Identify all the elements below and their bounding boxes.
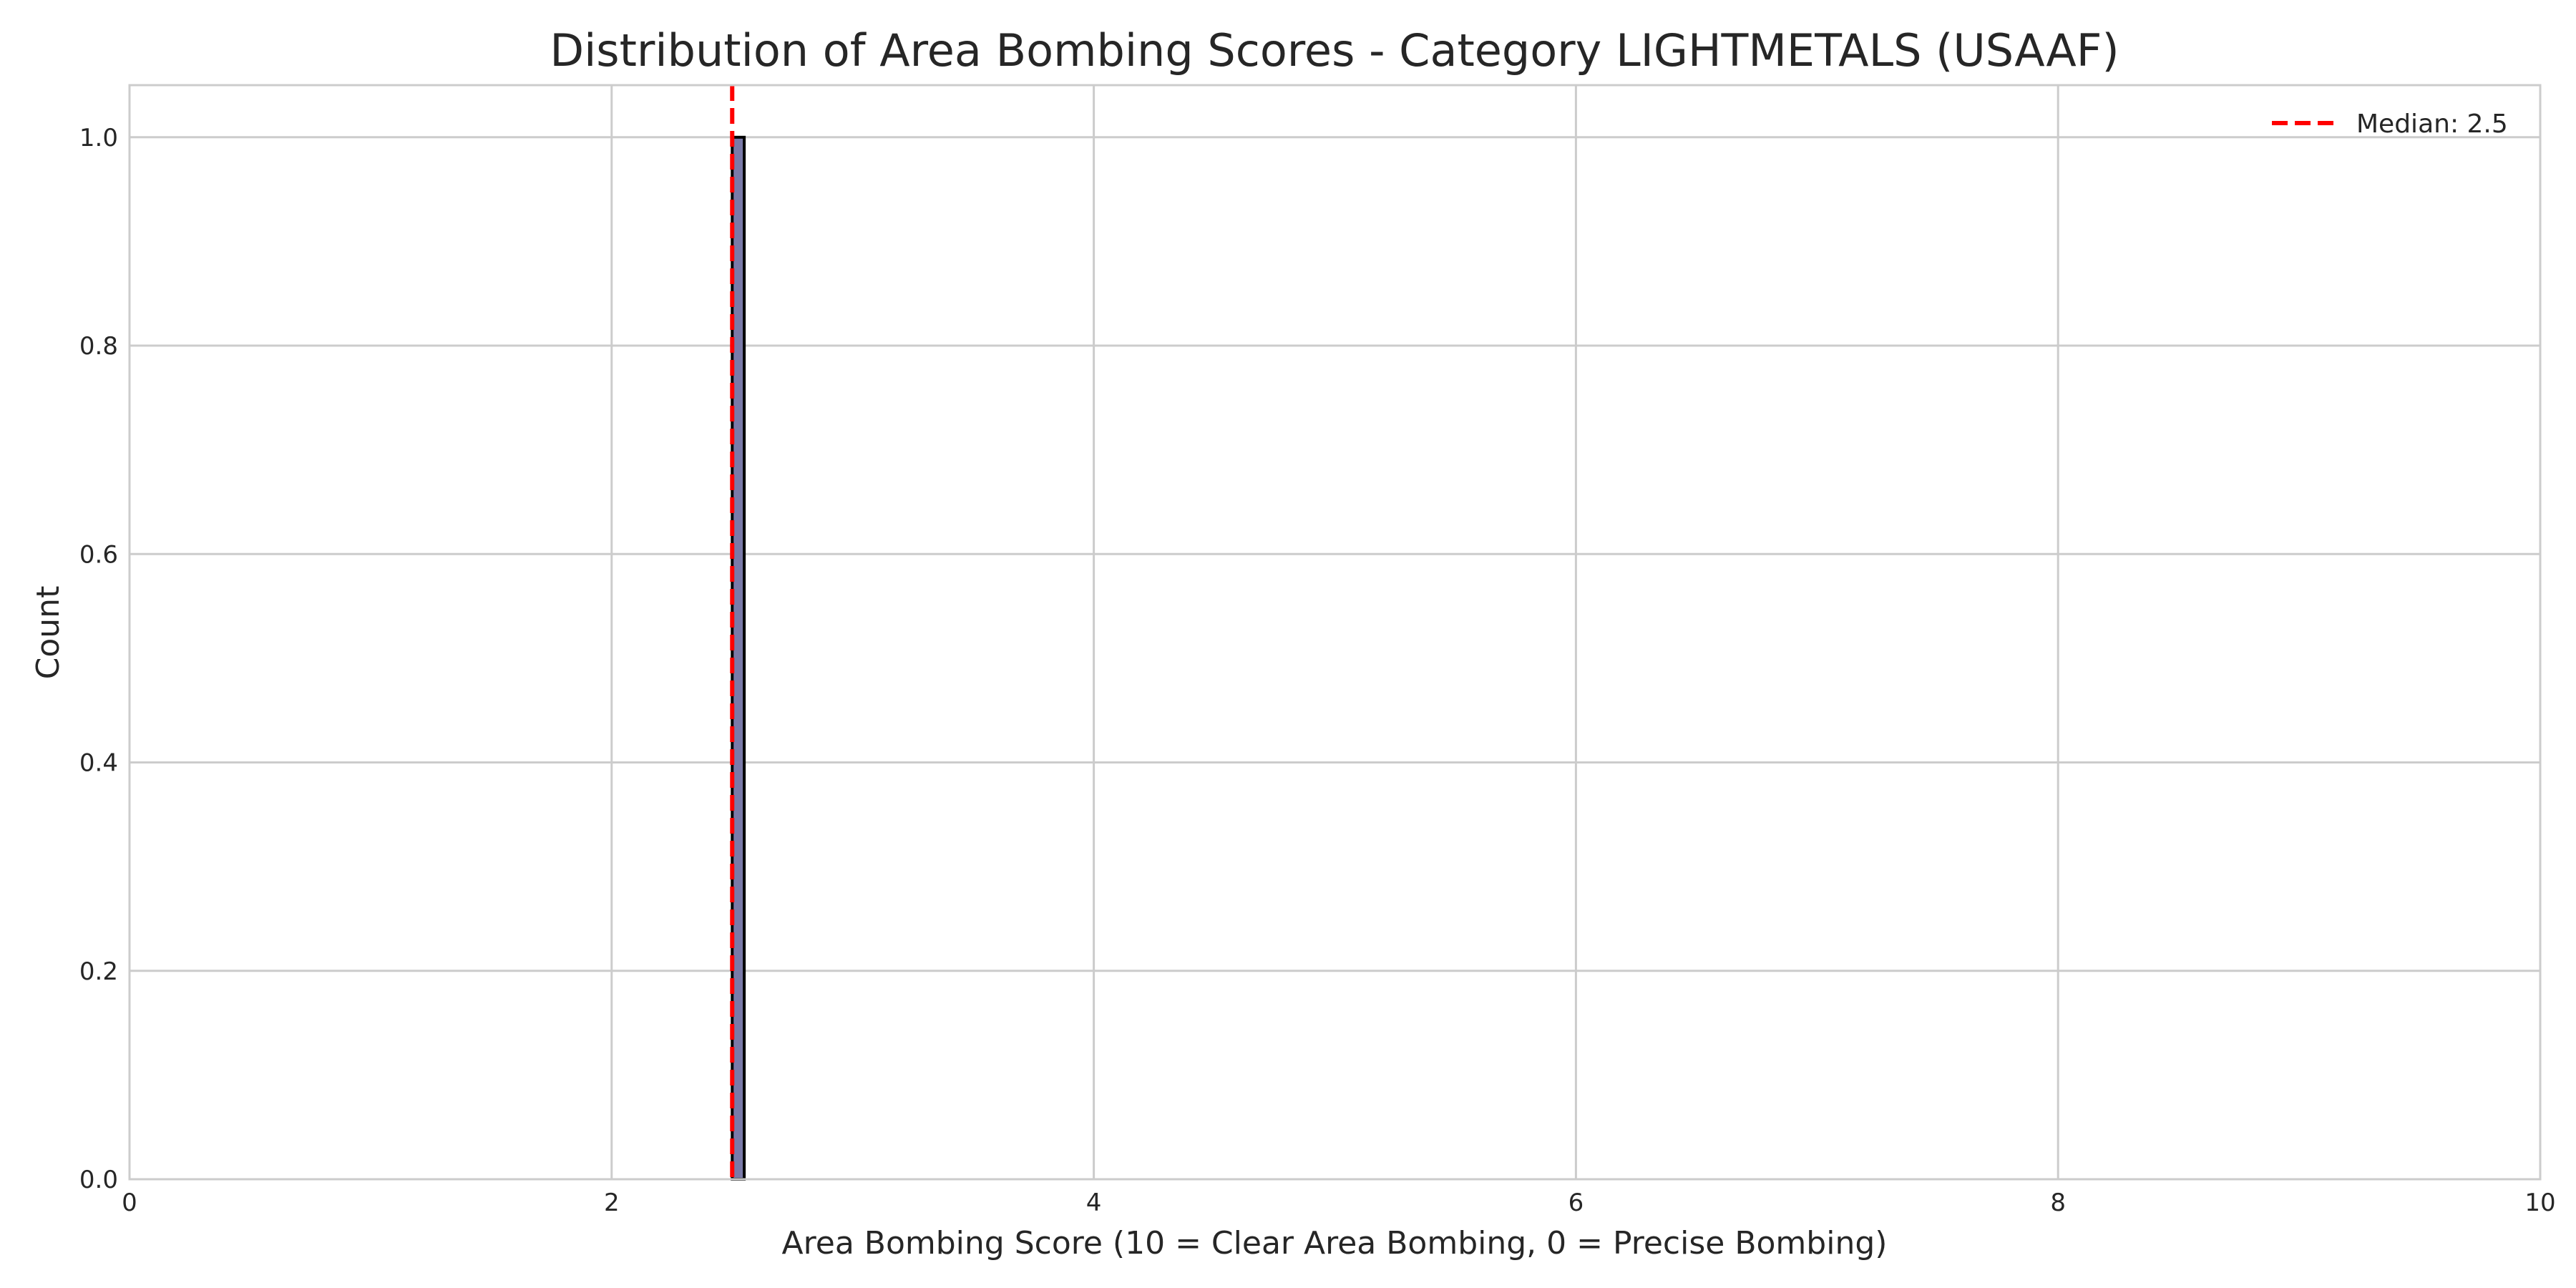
x-axis-label: Area Bombing Score (10 = Clear Area Bomb… (782, 1225, 1888, 1262)
plot-area (130, 85, 2540, 1179)
y-tick-label: 0.2 (79, 957, 118, 986)
x-tick-labels: 0 2 4 6 8 10 (122, 1189, 2555, 1217)
x-tick-label: 0 (122, 1189, 137, 1217)
x-tick-label: 2 (604, 1189, 620, 1217)
x-tick-label: 10 (2524, 1189, 2555, 1217)
y-tick-label: 1.0 (79, 124, 118, 152)
x-tick-label: 4 (1086, 1189, 1102, 1217)
y-tick-label: 0.6 (79, 540, 118, 569)
chart-title: Distribution of Area Bombing Scores - Ca… (550, 24, 2119, 77)
y-tick-label: 0.4 (79, 749, 118, 778)
y-axis-label: Count (30, 586, 67, 680)
y-tick-label: 0.8 (79, 332, 118, 361)
x-tick-label: 6 (1568, 1189, 1584, 1217)
legend: Median: 2.5 (2272, 109, 2508, 139)
x-tick-label: 8 (2050, 1189, 2066, 1217)
y-tick-labels: 0.0 0.2 0.4 0.6 0.8 1.0 (79, 124, 118, 1194)
legend-median-label: Median: 2.5 (2356, 109, 2508, 139)
y-tick-label: 0.0 (79, 1166, 118, 1194)
plot-frame (128, 84, 2542, 1181)
